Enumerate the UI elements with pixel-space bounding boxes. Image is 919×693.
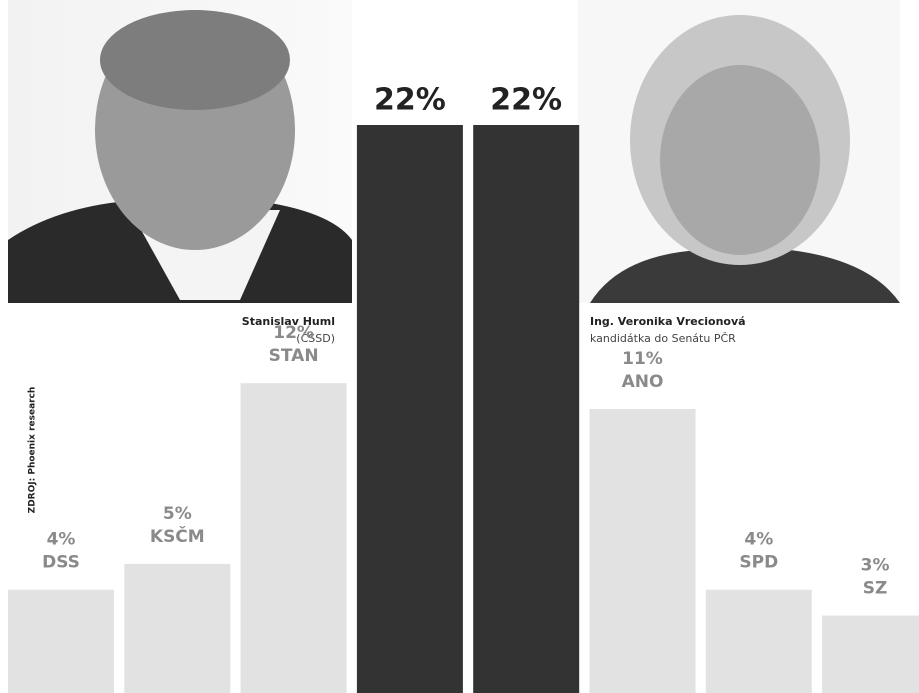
bar — [589, 409, 696, 693]
bar — [240, 383, 347, 693]
bar — [473, 125, 580, 693]
value-label: 11% — [622, 349, 663, 369]
value-label: 3% — [861, 556, 890, 576]
value-label: 4% — [744, 530, 773, 550]
source: ZDROJ: Phoenix research — [28, 387, 38, 514]
value-label: 5% — [163, 504, 192, 524]
category-label: SZ — [863, 579, 888, 599]
value-label: 12% — [273, 323, 314, 343]
photo-left — [8, 0, 352, 303]
category-label: STAN — [269, 346, 319, 366]
value-label: 4% — [47, 530, 76, 550]
value-label: 22% — [490, 83, 562, 118]
candidate-party: (ČSSD) — [296, 332, 335, 345]
category-label: DSS — [42, 553, 80, 573]
category-label: ANO — [622, 372, 664, 392]
category-label: KSČM — [150, 525, 205, 547]
bar — [822, 615, 919, 693]
category-label: SPD — [739, 553, 778, 573]
candidate-name: Stanislav Huml — [242, 315, 335, 328]
bar — [124, 563, 231, 693]
candidate-name: Ing. Veronika Vrecionová — [590, 315, 746, 328]
bar — [705, 589, 812, 693]
bar — [356, 125, 463, 693]
value-label: 22% — [374, 83, 446, 118]
photo-right — [578, 0, 900, 303]
bar — [8, 589, 114, 693]
candidate-party: kandidátka do Senátu PČR — [590, 332, 736, 345]
